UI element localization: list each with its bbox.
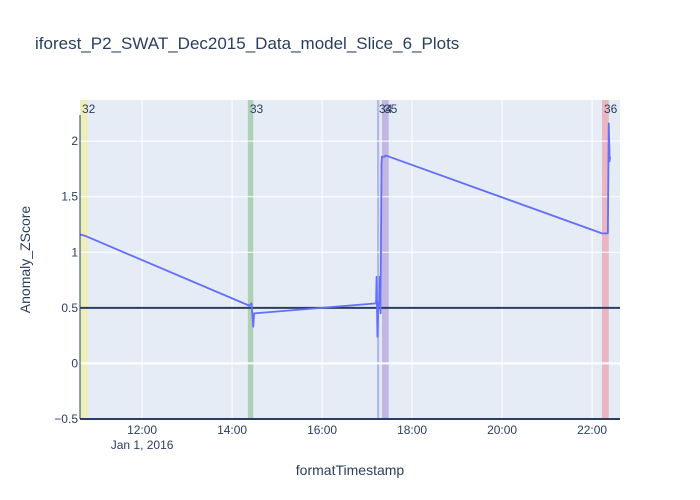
y-tick-label: 0.5 — [61, 301, 78, 315]
y-tick-label: 2 — [71, 134, 78, 148]
y-tick-labels: −0.5 0 0.5 1 1.5 2 — [54, 134, 78, 426]
anomaly-band — [247, 100, 254, 419]
axis-lines — [79, 115, 620, 420]
x-tick-labels: 12:00 14:00 16:00 18:00 20:00 22:00 — [127, 423, 607, 437]
x-tick-label: 16:00 — [307, 423, 337, 437]
x-tick-label: 14:00 — [217, 423, 247, 437]
band-label: 32 — [82, 102, 96, 116]
y-tick-label: 1.5 — [61, 190, 78, 204]
x-axis-title: formatTimestamp — [296, 462, 405, 478]
anomaly-band — [377, 100, 380, 419]
y-tick-label: 0 — [71, 356, 78, 370]
x-tick-label: 20:00 — [487, 423, 517, 437]
y-tick-label: −0.5 — [54, 412, 78, 426]
y-axis-title: Anomaly_ZScore — [17, 206, 33, 314]
anomaly-band — [602, 100, 609, 419]
band-label: 33 — [250, 102, 264, 116]
band-label: 34 — [379, 102, 393, 116]
x-tick-label: 22:00 — [577, 423, 607, 437]
anomaly-band — [80, 100, 89, 419]
plot-area — [80, 100, 620, 419]
anomaly-band — [381, 100, 389, 419]
x-tick-label: 18:00 — [397, 423, 427, 437]
band-label: 35 — [384, 102, 398, 116]
y-tick-label: 1 — [71, 245, 78, 259]
chart-title: iforest_P2_SWAT_Dec2015_Data_model_Slice… — [35, 34, 460, 53]
anomaly-bands — [80, 100, 609, 419]
series-layer — [79, 122, 611, 338]
x-date-label: Jan 1, 2016 — [111, 438, 174, 452]
band-label: 36 — [604, 102, 618, 116]
series-line — [79, 122, 611, 338]
x-tick-label: 12:00 — [127, 423, 157, 437]
